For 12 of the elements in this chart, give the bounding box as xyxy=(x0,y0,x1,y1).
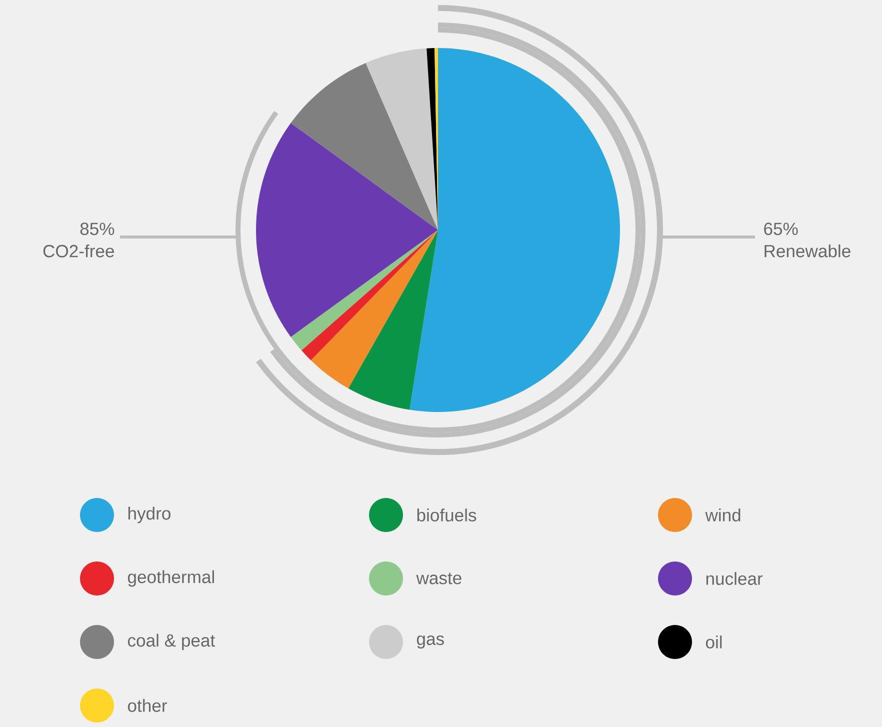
legend-label: oil xyxy=(706,636,722,648)
legend-label: other xyxy=(128,699,167,712)
legend-label: biofuels xyxy=(417,508,476,522)
legend-label: gas xyxy=(416,635,444,649)
legend-label: waste xyxy=(416,572,462,584)
text: 65% Renewable xyxy=(764,222,850,258)
text: 85% CO2-free xyxy=(43,222,114,258)
legend-label: hydro xyxy=(128,506,170,524)
legend-label: geothermal xyxy=(128,570,214,587)
legend-label: coal & peat xyxy=(128,634,216,650)
legend-label: wind xyxy=(705,508,740,522)
legend-label: nuclear xyxy=(706,572,763,585)
